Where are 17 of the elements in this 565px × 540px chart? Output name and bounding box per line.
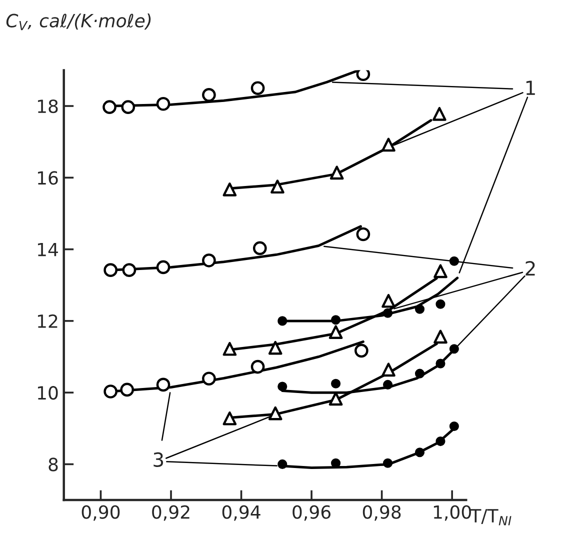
x-axis-title: T/T$_{NI}$ (470, 509, 512, 526)
x-tick-label: 0,96 (292, 505, 330, 521)
annotation: 1 (526, 80, 535, 95)
y-tick-label: 12 (38, 314, 58, 328)
x-tick-label: 0,90 (82, 505, 120, 521)
y-tick-label: 8 (48, 458, 58, 472)
x-tick-label: 0,98 (362, 505, 401, 521)
y-axis-title: C$_{V}$, caℓ/(K·moℓe) (6, 13, 151, 30)
x-tick-label: 1,00 (434, 505, 471, 521)
y-tick-label: 10 (38, 386, 58, 400)
x-tick-label: 0,94 (222, 505, 260, 521)
x-tick-label: 0,92 (152, 505, 190, 521)
y-tick-label: 18 (38, 99, 58, 114)
y-tick-label: 14 (38, 242, 58, 256)
annotation: 3 (154, 452, 164, 467)
y-tick-label: 16 (38, 171, 58, 185)
annotation: 2 (526, 261, 535, 276)
